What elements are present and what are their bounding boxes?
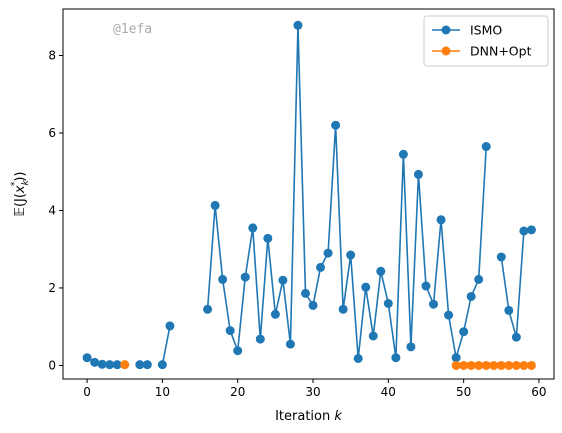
- data-point: [165, 321, 175, 331]
- data-point: [459, 327, 469, 337]
- legend-marker: [441, 46, 451, 56]
- data-point: [429, 299, 439, 309]
- data-point: [421, 281, 431, 291]
- data-point: [90, 357, 100, 367]
- legend-marker: [441, 25, 451, 35]
- data-point: [504, 305, 514, 315]
- y-tick-label: 6: [48, 126, 56, 140]
- data-point: [97, 359, 107, 369]
- series-layer: [82, 20, 536, 370]
- y-axis-ticks: 0 2 4 6 8: [48, 48, 63, 372]
- data-point: [481, 142, 491, 152]
- data-point: [474, 360, 484, 370]
- axes-frame: [62, 8, 555, 380]
- data-point: [511, 332, 521, 342]
- data-point: [346, 250, 356, 260]
- data-point: [323, 248, 333, 258]
- data-point: [225, 326, 235, 336]
- data-point: [270, 309, 280, 319]
- y-tick-label: 8: [48, 48, 56, 62]
- legend-item: ISMO: [432, 23, 502, 38]
- data-point: [316, 262, 326, 272]
- data-point: [218, 274, 228, 284]
- data-point: [331, 120, 341, 130]
- data-point: [496, 252, 506, 262]
- y-tick-label: 0: [48, 358, 56, 372]
- data-point: [255, 334, 265, 344]
- data-point: [353, 353, 363, 363]
- data-point: [406, 342, 416, 352]
- data-point: [451, 360, 461, 370]
- legend-label: DNN+Opt: [470, 44, 532, 59]
- data-point: [376, 266, 386, 276]
- data-point: [278, 275, 288, 285]
- series-line: [500, 229, 532, 338]
- data-point: [413, 169, 423, 179]
- data-point: [451, 353, 461, 363]
- data-point: [142, 360, 152, 370]
- y-axis-label: 𝔼(J(xk*)): [10, 171, 31, 216]
- data-point: [526, 225, 536, 235]
- y-tick-label: 4: [48, 203, 56, 217]
- legend: ISMO DNN+Opt: [423, 15, 549, 67]
- x-tick-label: 20: [230, 385, 245, 399]
- data-point: [210, 200, 220, 210]
- x-tick-label: 10: [155, 385, 170, 399]
- data-point: [300, 288, 310, 298]
- legend-box: [423, 15, 549, 67]
- data-point: [391, 353, 401, 363]
- data-point: [466, 291, 476, 301]
- series-line: [161, 325, 171, 365]
- data-point: [361, 282, 371, 292]
- legend-label: ISMO: [470, 23, 502, 38]
- data-point: [293, 20, 303, 30]
- data-point: [368, 331, 378, 341]
- data-point: [157, 360, 167, 370]
- series-2: [120, 360, 536, 370]
- x-axis-label: Iteration k: [275, 409, 342, 424]
- data-point: [504, 360, 514, 370]
- data-point: [285, 339, 295, 349]
- x-tick-label: 0: [83, 385, 91, 399]
- x-tick-label: 50: [456, 385, 471, 399]
- x-tick-label: 30: [305, 385, 320, 399]
- data-point: [496, 360, 506, 370]
- data-point: [263, 233, 273, 243]
- data-point: [511, 360, 521, 370]
- x-tick-label: 40: [381, 385, 396, 399]
- data-point: [120, 360, 130, 370]
- series-line: [206, 24, 488, 360]
- data-point: [459, 360, 469, 370]
- data-point: [105, 360, 115, 370]
- data-point: [233, 346, 243, 356]
- x-axis-ticks: 0 10 20 30 40 50 60: [83, 379, 547, 399]
- data-point: [489, 360, 499, 370]
- data-point: [82, 353, 92, 363]
- data-point: [248, 223, 258, 233]
- data-point: [519, 360, 529, 370]
- series-1: [82, 20, 536, 370]
- legend-item: DNN+Opt: [432, 44, 532, 59]
- data-point: [135, 360, 145, 370]
- y-tick-label: 2: [48, 281, 56, 295]
- data-point: [383, 298, 393, 308]
- data-point: [308, 300, 318, 310]
- data-point: [338, 304, 348, 314]
- data-point: [519, 226, 529, 236]
- watermark-text: @1efa: [113, 22, 152, 37]
- data-point: [112, 360, 122, 370]
- data-point: [474, 274, 484, 284]
- x-tick-label: 60: [531, 385, 546, 399]
- data-point: [240, 272, 250, 282]
- data-point: [526, 360, 536, 370]
- data-point: [203, 304, 213, 314]
- data-point: [444, 310, 454, 320]
- data-point: [466, 360, 476, 370]
- data-point: [398, 149, 408, 159]
- data-point: [436, 215, 446, 225]
- data-point: [481, 360, 491, 370]
